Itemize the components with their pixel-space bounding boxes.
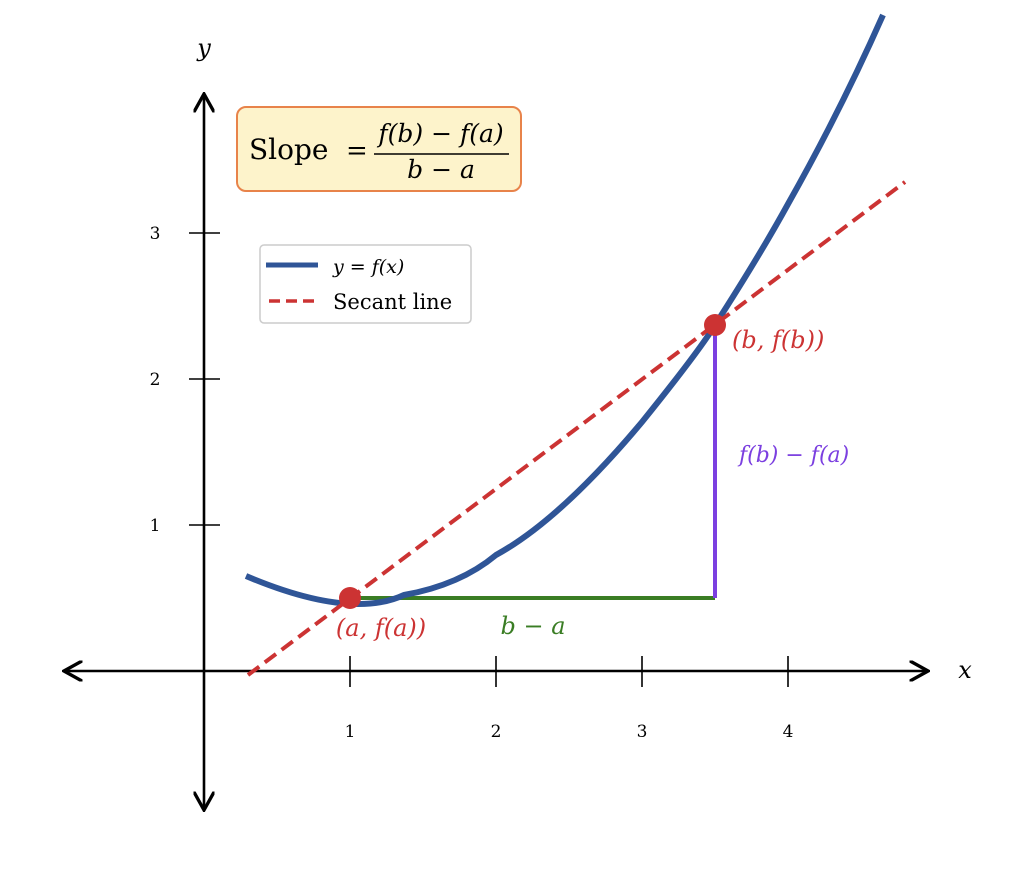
function-curve: [244, 13, 886, 608]
y-tick-label: 2: [150, 370, 161, 390]
point-a: [339, 587, 361, 609]
axes: 1 2 3 4 1 2 3 x y: [66, 34, 972, 808]
run-label: b − a: [500, 612, 565, 640]
x-ticks: [349, 656, 789, 687]
x-tick-label: 1: [345, 722, 356, 742]
rise-label: f(b) − f(a): [737, 443, 849, 468]
slope-numerator: f(b) − f(a): [376, 119, 503, 148]
legend-curve-label: y = f(x): [332, 256, 404, 278]
y-tick-label: 3: [150, 224, 161, 244]
y-ticks: [189, 232, 220, 526]
x-tick-label: 4: [783, 722, 794, 742]
slope-formula-box: Slope = f(b) − f(a) b − a: [236, 106, 522, 192]
legend: y = f(x) Secant line: [259, 244, 472, 324]
x-axis-label: x: [958, 656, 972, 684]
x-tick-label: 2: [491, 722, 502, 742]
equals-sign: =: [346, 136, 368, 166]
legend-secant-label: Secant line: [333, 290, 452, 314]
x-tick-label: 3: [637, 722, 648, 742]
y-tick-label: 1: [150, 516, 161, 536]
point-a-label: (a, f(a)): [336, 614, 426, 642]
slope-label: Slope: [249, 133, 329, 166]
point-b: [704, 314, 726, 336]
point-b-label: (b, f(b)): [732, 326, 824, 354]
y-axis-label: y: [196, 34, 211, 62]
slope-denominator: b − a: [407, 155, 475, 184]
